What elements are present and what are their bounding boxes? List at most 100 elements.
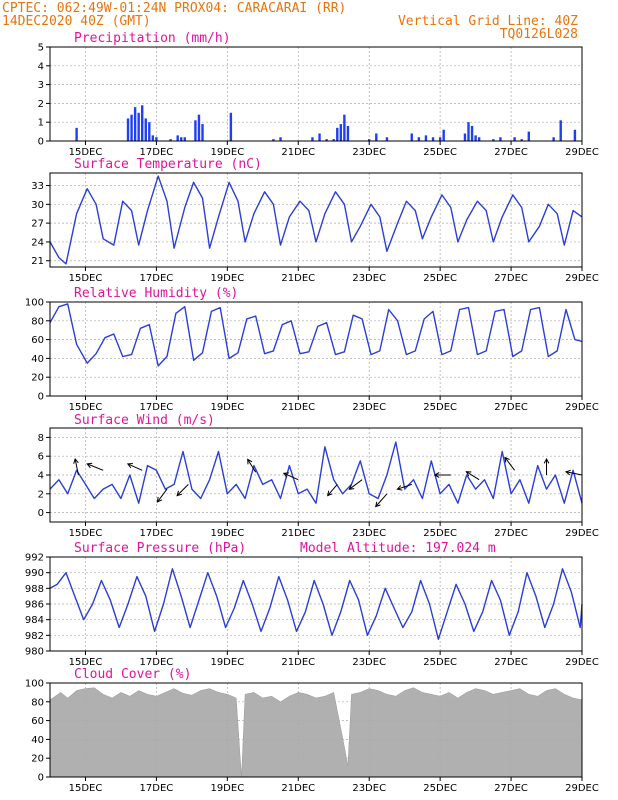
wind-series-line xyxy=(49,441,583,504)
wind-vector-head xyxy=(156,496,163,503)
press-ytick-label: 990 xyxy=(25,568,44,579)
precip-bar xyxy=(148,122,151,141)
precip-bar xyxy=(385,137,389,141)
panel-cloud-cover: Cloud Cover (%) 0 20 40 60 80 100 15DEC 17DEC 19… xyxy=(25,667,599,794)
cloud-xtick-label: 23DEC xyxy=(352,783,386,794)
precip-bar xyxy=(155,137,158,141)
wind-vector-shaft xyxy=(74,458,79,476)
wind-vector-arrow xyxy=(465,471,480,481)
temp-xtick-label: 23DEC xyxy=(352,273,386,284)
wind-xtick-label: 21DEC xyxy=(281,528,315,539)
temp-xtick-label: 27DEC xyxy=(494,273,528,284)
press-xtick-label: 29DEC xyxy=(565,657,599,668)
wind-vector-head xyxy=(126,462,133,469)
wind-vector-shaft xyxy=(127,463,143,471)
wind-xtick-label: 25DEC xyxy=(423,528,457,539)
temp-ytick-label: 30 xyxy=(31,200,44,211)
wind-vector-arrow xyxy=(327,484,338,497)
precip-bar xyxy=(424,135,428,141)
wind-ytick-label: 2 xyxy=(38,489,44,500)
rh-xtick-label: 15DEC xyxy=(69,402,103,413)
precip-xtick-label: 27DEC xyxy=(494,147,528,158)
wind-vector-shaft xyxy=(349,479,363,490)
press-ytick-label: 992 xyxy=(25,553,44,564)
precip-bar xyxy=(343,114,346,141)
wind-ytick-label: 0 xyxy=(38,508,44,519)
precip-bar xyxy=(527,131,530,141)
wind-vector-shaft xyxy=(375,493,388,507)
wind-xtick-label: 29DEC xyxy=(565,528,599,539)
press-xtick-label: 19DEC xyxy=(210,657,244,668)
wind-xtick-label: 17DEC xyxy=(140,528,174,539)
rh-ytick-label: 40 xyxy=(31,354,44,365)
precip-bar xyxy=(141,105,144,141)
humidity-axes: 0 20 40 60 80 100 15DEC 17DEC 19DEC 21DEC 23DEC 25D… xyxy=(25,298,599,414)
header-location: CPTEC: 062:49W-01:24N PROX04: CARACARAI … xyxy=(2,1,346,16)
wind-vector-head xyxy=(327,490,333,497)
cloud-cover-area xyxy=(49,687,583,778)
rh-xtick-label: 29DEC xyxy=(565,402,599,413)
press-ytick-label: 988 xyxy=(25,584,44,595)
wind-vector-shaft xyxy=(466,471,480,481)
precip-ytick-label: 2 xyxy=(38,99,44,110)
humidity-frame xyxy=(49,301,583,397)
pressure-plot xyxy=(49,568,583,640)
cloud-ytick-label: 80 xyxy=(31,697,44,708)
precip-bar xyxy=(552,137,555,141)
precipitation-axes: 0 1 2 3 4 5 15DEC 17DEC 19DEC 21DEC 23DEC 25DEC 27DE… xyxy=(38,43,599,159)
wind-vector-head xyxy=(543,457,550,464)
precip-ytick-label: 1 xyxy=(38,118,44,129)
precip-bar xyxy=(151,135,155,141)
wind-vector-arrow xyxy=(73,457,79,476)
cloud-xtick-label: 25DEC xyxy=(423,783,457,794)
temp-series-line xyxy=(49,175,583,265)
wind-vector-arrow xyxy=(156,488,168,503)
header-code: TQ0126L028 xyxy=(500,27,578,42)
wind-axes: 0 2 4 6 8 15DEC 17DEC 19DEC 21DEC 23DEC 25DEC 27DEC… xyxy=(38,433,599,539)
precip-ytick-label: 3 xyxy=(38,80,44,91)
temp-xtick-label: 19DEC xyxy=(210,273,244,284)
humidity-plot xyxy=(49,303,583,367)
wind-xtick-label: 19DEC xyxy=(210,528,244,539)
precip-bar xyxy=(463,133,467,141)
wind-vector-head xyxy=(282,472,289,478)
wind-vector-shaft xyxy=(87,463,104,471)
cloud-ytick-label: 20 xyxy=(31,754,44,765)
precip-bar xyxy=(346,125,350,141)
precip-bar xyxy=(194,120,197,141)
wind-vector-arrow xyxy=(433,472,451,478)
wind-vector-arrow xyxy=(543,457,550,475)
temperature-grid xyxy=(50,173,583,267)
precip-bar xyxy=(229,112,233,141)
wind-vector-shaft xyxy=(504,457,516,471)
rh-ytick-label: 80 xyxy=(31,316,44,327)
precip-bar xyxy=(183,137,186,141)
precip-bar xyxy=(332,139,335,141)
cloud-xtick-label: 29DEC xyxy=(565,783,599,794)
rh-series-line xyxy=(49,303,583,367)
cloud-cover-frame xyxy=(49,682,583,778)
precip-bar xyxy=(325,139,328,141)
cloud-cover-title: Cloud Cover (%) xyxy=(74,667,191,682)
precip-ytick-label: 5 xyxy=(38,43,44,54)
cloud-ytick-label: 60 xyxy=(31,716,44,727)
cloud-ytick-label: 0 xyxy=(38,773,44,784)
rh-xtick-label: 27DEC xyxy=(494,402,528,413)
temp-ytick-label: 33 xyxy=(31,181,44,192)
precip-bar xyxy=(410,133,413,141)
wind-plot xyxy=(49,441,583,508)
precip-bar xyxy=(520,139,523,141)
wind-vector-arrow xyxy=(176,484,189,497)
cloud-ytick-label: 40 xyxy=(31,735,44,746)
wind-vector-arrow xyxy=(86,462,104,471)
precipitation-bars xyxy=(75,105,577,141)
precip-bar xyxy=(499,137,502,141)
rh-xtick-label: 23DEC xyxy=(352,402,386,413)
wind-vector-arrow xyxy=(396,483,412,491)
temp-xtick-label: 15DEC xyxy=(69,273,103,284)
press-ytick-label: 980 xyxy=(25,647,44,658)
precip-xtick-label: 17DEC xyxy=(140,147,174,158)
wind-grid xyxy=(50,428,583,522)
wind-vector-head xyxy=(86,462,93,469)
temperature-axes: 21 24 27 30 33 15DEC 17DEC 19DEC 21DEC 23DEC 25DEC… xyxy=(31,181,599,284)
